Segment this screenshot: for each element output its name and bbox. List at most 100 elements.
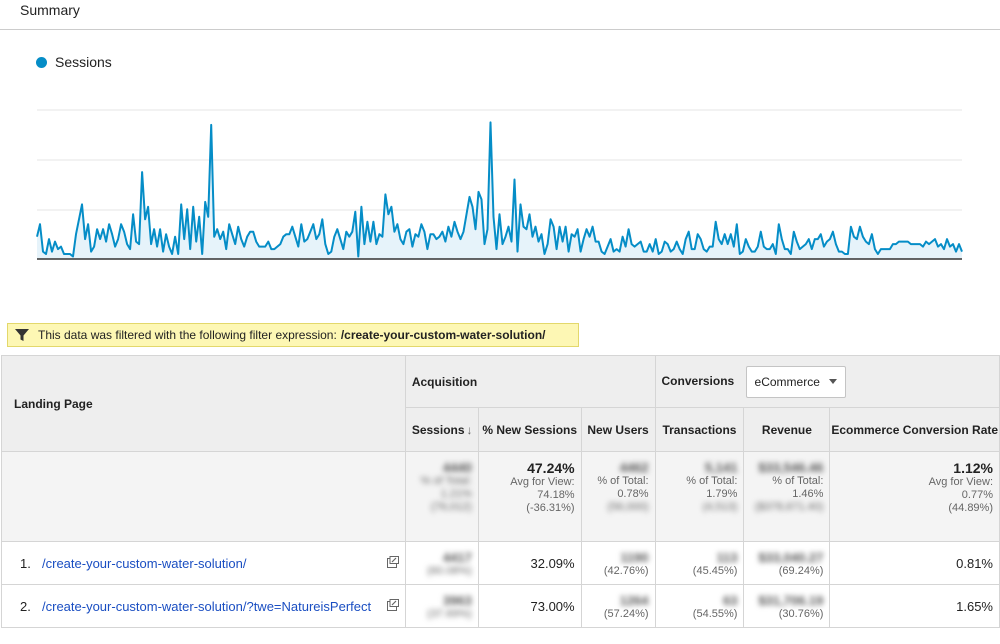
totals-revenue: $33,546.46 % of Total: 1.46% ($378,671.4… bbox=[743, 451, 831, 542]
totals-transactions: 5,141 % of Total: 1.79% (4,513) bbox=[654, 451, 745, 542]
conversions-label: Conversions bbox=[661, 373, 735, 388]
sessions-header-label: Sessions bbox=[411, 422, 465, 437]
sessions-cell: 3963 (37.69%) bbox=[404, 584, 479, 628]
revenue-pct: (69.24%) bbox=[778, 564, 824, 577]
new-users-value: 1190 bbox=[620, 549, 649, 565]
summary-tab-bar: Summary bbox=[0, 0, 1000, 30]
new-users-value: 1264 bbox=[619, 592, 649, 608]
revenue-cell: $33,040.27 (69.24%) bbox=[743, 541, 831, 585]
totals-sessions-sub1: % of Total: bbox=[420, 475, 472, 487]
filter-notice: This data was filtered with the followin… bbox=[7, 323, 579, 347]
sessions-pct: (37.69%) bbox=[427, 607, 472, 620]
report-table: Landing Page Acquisition Conversions eCo… bbox=[1, 355, 1000, 628]
totals-sessions-sub2: 1.21% bbox=[440, 488, 472, 500]
transactions-cell: 63 (54.55%) bbox=[654, 584, 745, 628]
totals-sessions-value: 4440 bbox=[442, 460, 472, 475]
totals-pct-new-sub2: 74.18% bbox=[537, 489, 575, 501]
totals-pct-new-sub3: (-36.31%) bbox=[526, 502, 575, 514]
pct-new-value: 32.09% bbox=[530, 555, 575, 571]
totals-rate-sub3: (44.89%) bbox=[948, 502, 993, 514]
totals-new-users-sub1: % of Total: bbox=[597, 475, 649, 487]
sessions-cell: 4417 (60.08%) bbox=[404, 541, 479, 585]
new-users-cell: 1190 (42.76%) bbox=[580, 541, 656, 585]
transactions-cell: 113 (45.45%) bbox=[654, 541, 745, 585]
row-number: 1. bbox=[20, 555, 31, 571]
sessions-column-header[interactable]: Sessions ↓ bbox=[404, 407, 479, 452]
ecommerce-rate-cell: 1.65% bbox=[829, 584, 1000, 628]
conversion-select-value: eCommerce bbox=[754, 374, 820, 389]
transactions-column-header[interactable]: Transactions bbox=[654, 407, 745, 452]
rate-value: 0.81% bbox=[956, 555, 993, 571]
transactions-value: 113 bbox=[716, 549, 738, 565]
totals-rate-sub1: Avg for View: bbox=[928, 476, 993, 488]
landing-page-link[interactable]: /create-your-custom-water-solution/?twe=… bbox=[42, 598, 372, 614]
totals-sessions-sub3: (76,012) bbox=[430, 501, 472, 513]
conversions-header: Conversions eCommerce bbox=[654, 355, 1000, 408]
sessions-line[interactable] bbox=[36, 121, 963, 258]
totals-transactions-sub3: (4,513) bbox=[702, 501, 738, 513]
totals-revenue-sub2: 1.46% bbox=[792, 488, 824, 500]
sessions-chart bbox=[36, 109, 963, 260]
totals-transactions-sub2: 1.79% bbox=[706, 488, 738, 500]
chevron-down-icon bbox=[828, 379, 837, 384]
row-number: 2. bbox=[20, 598, 31, 614]
acquisition-header: Acquisition bbox=[404, 355, 656, 408]
totals-pct-new-value: 47.24% bbox=[527, 460, 575, 476]
sessions-area bbox=[37, 122, 962, 260]
sort-desc-icon: ↓ bbox=[466, 422, 473, 437]
sessions-legend-dot bbox=[36, 56, 47, 68]
conversion-type-select[interactable]: eCommerce bbox=[745, 365, 846, 398]
pct-new-sessions-column-header[interactable]: % New Sessions bbox=[477, 407, 582, 452]
new-users-cell: 1264 (57.24%) bbox=[580, 584, 656, 628]
totals-new-users: 4462 % of Total: 0.78% (56,000) bbox=[580, 451, 656, 542]
landing-page-link[interactable]: /create-your-custom-water-solution/ bbox=[42, 555, 247, 571]
open-external-icon[interactable] bbox=[386, 556, 399, 568]
totals-new-users-sub2: 0.78% bbox=[617, 488, 649, 500]
new-users-pct: (57.24%) bbox=[603, 607, 649, 620]
revenue-value: $33,040.27 bbox=[758, 549, 824, 565]
totals-revenue-sub3: ($378,671.40) bbox=[754, 501, 824, 513]
revenue-value: $31,706.19 bbox=[758, 592, 824, 608]
totals-ecommerce-rate: 1.12% Avg for View: 0.77% (44.89%) bbox=[829, 451, 1000, 542]
filter-funnel-icon bbox=[14, 327, 30, 343]
landing-page-cell: 1. /create-your-custom-water-solution/ bbox=[1, 541, 406, 585]
sessions-legend-label: Sessions bbox=[55, 54, 112, 70]
pct-new-cell: 32.09% bbox=[477, 541, 582, 585]
totals-sessions: 4440 % of Total: 1.21% (76,012) bbox=[404, 451, 479, 542]
transactions-value: 63 bbox=[722, 592, 738, 608]
new-users-column-header[interactable]: New Users bbox=[580, 407, 656, 452]
sessions-value: 3963 bbox=[442, 592, 472, 608]
new-users-pct: (42.76%) bbox=[603, 564, 649, 577]
table-row: 1. /create-your-custom-water-solution/ 44… bbox=[1, 541, 1000, 585]
open-external-icon[interactable] bbox=[386, 599, 399, 611]
filter-prefix: This data was filtered with the followin… bbox=[38, 328, 337, 342]
pct-new-cell: 73.00% bbox=[477, 584, 582, 628]
sessions-value: 4417 bbox=[442, 549, 472, 565]
transactions-pct: (54.55%) bbox=[692, 607, 738, 620]
landing-page-header[interactable]: Landing Page bbox=[1, 355, 406, 452]
totals-pct-new: 47.24% Avg for View: 74.18% (-36.31%) bbox=[477, 451, 582, 542]
totals-revenue-value: $33,546.46 bbox=[758, 460, 824, 475]
totals-pct-new-sub1: Avg for View: bbox=[510, 476, 575, 488]
revenue-pct: (30.76%) bbox=[778, 607, 824, 620]
landing-page-cell: 2. /create-your-custom-water-solution/?tw… bbox=[1, 584, 406, 628]
totals-transactions-sub1: % of Total: bbox=[686, 475, 738, 487]
revenue-cell: $31,706.19 (30.76%) bbox=[743, 584, 831, 628]
revenue-column-header[interactable]: Revenue bbox=[743, 407, 831, 452]
summary-tab[interactable]: Summary bbox=[20, 2, 80, 18]
totals-row: 4440 % of Total: 1.21% (76,012) 47.24% A… bbox=[1, 451, 1000, 542]
totals-transactions-value: 5,141 bbox=[704, 460, 738, 475]
filter-expression: /create-your-custom-water-solution/ bbox=[340, 328, 546, 342]
totals-label-cell bbox=[1, 451, 406, 542]
transactions-pct: (45.45%) bbox=[692, 564, 738, 577]
ecommerce-rate-cell: 0.81% bbox=[829, 541, 1000, 585]
totals-rate-value: 1.12% bbox=[953, 460, 993, 476]
ecommerce-rate-column-header[interactable]: Ecommerce Conversion Rate bbox=[829, 407, 1000, 452]
totals-rate-sub2: 0.77% bbox=[961, 489, 993, 501]
table-row: 2. /create-your-custom-water-solution/?tw… bbox=[1, 584, 1000, 628]
sessions-pct: (60.08%) bbox=[427, 564, 472, 577]
totals-new-users-value: 4462 bbox=[619, 460, 649, 475]
rate-value: 1.65% bbox=[956, 598, 993, 614]
pct-new-value: 73.00% bbox=[530, 598, 575, 614]
totals-new-users-sub3: (56,000) bbox=[607, 501, 649, 513]
